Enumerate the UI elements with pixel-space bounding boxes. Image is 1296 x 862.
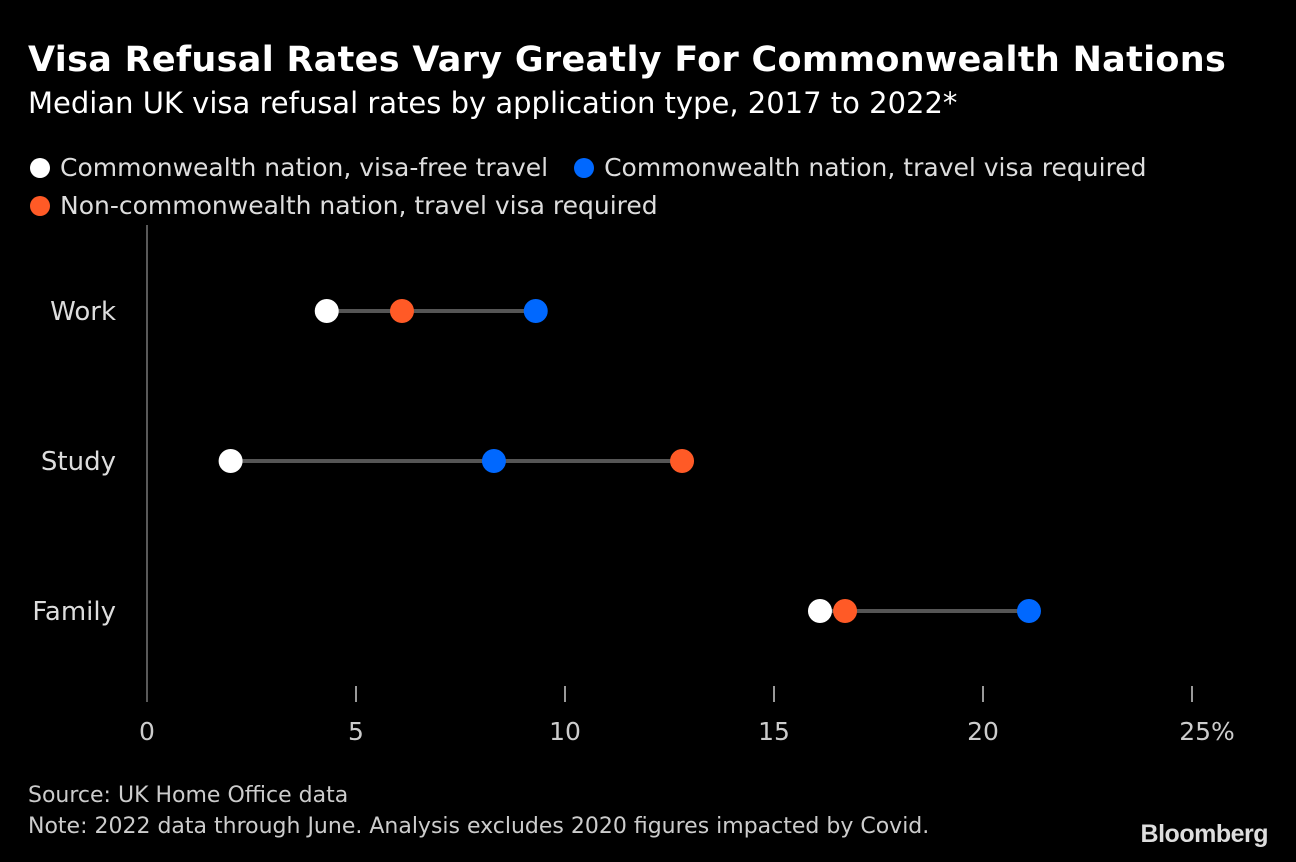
x-tick-label: 5 bbox=[348, 717, 364, 746]
data-point bbox=[807, 599, 832, 623]
legend-label: Non-commonwealth nation, travel visa req… bbox=[60, 191, 658, 220]
x-tick-label: 25% bbox=[1179, 717, 1235, 746]
data-point bbox=[1016, 599, 1041, 623]
data-point bbox=[670, 449, 695, 473]
source-note: Source: UK Home Office data bbox=[28, 783, 349, 808]
data-point bbox=[389, 299, 414, 323]
x-tick-label: 0 bbox=[139, 717, 155, 746]
x-tick-label: 10 bbox=[549, 717, 581, 746]
chart-title: Visa Refusal Rates Vary Greatly For Comm… bbox=[28, 40, 1227, 80]
legend-item: Non-commonwealth nation, travel visa req… bbox=[30, 188, 658, 224]
data-point bbox=[218, 449, 243, 473]
legend-item: Commonwealth nation, visa-free travel bbox=[30, 150, 548, 186]
data-point bbox=[314, 299, 339, 323]
footer: Source: UK Home Office data Note: 2022 d… bbox=[28, 780, 929, 842]
legend-swatch bbox=[574, 158, 595, 178]
legend-item: Commonwealth nation, travel visa require… bbox=[574, 150, 1147, 186]
legend-swatch bbox=[30, 196, 50, 216]
category-label: Family bbox=[32, 597, 116, 627]
bloomberg-logo: Bloomberg bbox=[1140, 820, 1269, 848]
category-label: Work bbox=[50, 297, 116, 327]
category-label: Study bbox=[41, 447, 116, 477]
legend-label: Commonwealth nation, visa-free travel bbox=[60, 153, 549, 182]
data-point bbox=[481, 449, 506, 473]
data-note: Note: 2022 data through June. Analysis e… bbox=[28, 814, 930, 839]
x-tick-label: 20 bbox=[967, 717, 999, 746]
legend-swatch bbox=[30, 158, 50, 178]
legend: Commonwealth nation, visa-free travel Co… bbox=[30, 150, 1270, 226]
data-point bbox=[833, 599, 858, 623]
x-tick-label: 15 bbox=[758, 717, 790, 746]
chart-subtitle: Median UK visa refusal rates by applicat… bbox=[28, 86, 958, 120]
data-point bbox=[523, 299, 548, 323]
legend-label: Commonwealth nation, travel visa require… bbox=[604, 153, 1147, 182]
